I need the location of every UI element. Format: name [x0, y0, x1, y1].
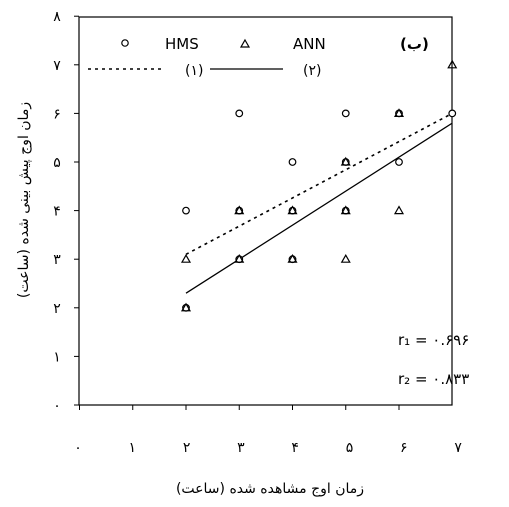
hms-point [341, 109, 350, 118]
y-tick-label: ۳ [53, 252, 61, 268]
x-tick-label: ۶ [400, 440, 408, 456]
data-points [180, 59, 458, 312]
ann-point [340, 253, 351, 263]
y-tick-label: ۰ [53, 398, 61, 414]
ann-point [287, 205, 298, 215]
x-tick-label: ۳ [237, 440, 245, 456]
x-tick-label: ۴ [291, 440, 299, 456]
ann-point [180, 253, 192, 263]
hms-point [182, 206, 190, 215]
fit-lines [185, 112, 453, 294]
hms-point [448, 109, 457, 118]
hms-point [288, 158, 297, 166]
ann-point [393, 108, 405, 117]
ann-point [340, 205, 351, 215]
x-tick-label: ۵ [346, 440, 354, 456]
legend: HMS ANN (ب) (۱) (۲) [88, 35, 429, 79]
fit-line-2 [185, 122, 453, 294]
x-tick-label: ۷ [454, 440, 462, 456]
ann-point [340, 156, 351, 166]
x-tick-label: ۱ [129, 440, 137, 456]
y-tick-label: ۵ [53, 155, 61, 171]
ann-point [287, 253, 298, 263]
fit-line-1 [185, 112, 453, 256]
hms-point [235, 109, 244, 118]
x-tick-label: ۰ [74, 440, 82, 456]
legend-line-2-label: (۲) [303, 63, 321, 79]
legend-ann-label: ANN [293, 35, 326, 53]
y-tick-label: ۷ [53, 58, 61, 74]
x-tick-label: ۲ [183, 440, 191, 456]
y-axis-label: زمان اوج پیش بینی شده (ساعت) [16, 102, 32, 298]
y-tick-labels: ۰ ۱ ۲ ۳ ۴ ۵ ۶ ۷ ۸ [53, 9, 61, 414]
y-tick-label: ۶ [53, 106, 61, 122]
legend-hms-label: HMS [165, 35, 199, 53]
y-tick-label: ۲ [53, 301, 61, 317]
y-tick-label: ۱ [53, 349, 61, 365]
ann-point [180, 302, 192, 312]
axes [74, 15, 453, 410]
legend-line-1-label: (۱) [185, 63, 203, 79]
ann-point [447, 59, 458, 69]
panel-label: (ب) [400, 35, 429, 53]
legend-ann-marker [239, 38, 251, 48]
legend-hms-marker [121, 39, 129, 47]
y-tick-label: ۸ [53, 9, 61, 25]
x-axis-label: زمان اوج مشاهده شده (ساعت) [176, 481, 364, 497]
y-tick-label: ۴ [53, 204, 61, 220]
hms-point [395, 158, 403, 166]
ann-point [234, 253, 245, 263]
ann-point [234, 205, 245, 215]
r2-annotation: r₂ = ۰.۸۳۳ [398, 370, 469, 388]
ann-point [393, 205, 405, 215]
r1-annotation: r₁ = ۰.۶۹۶ [398, 331, 469, 349]
